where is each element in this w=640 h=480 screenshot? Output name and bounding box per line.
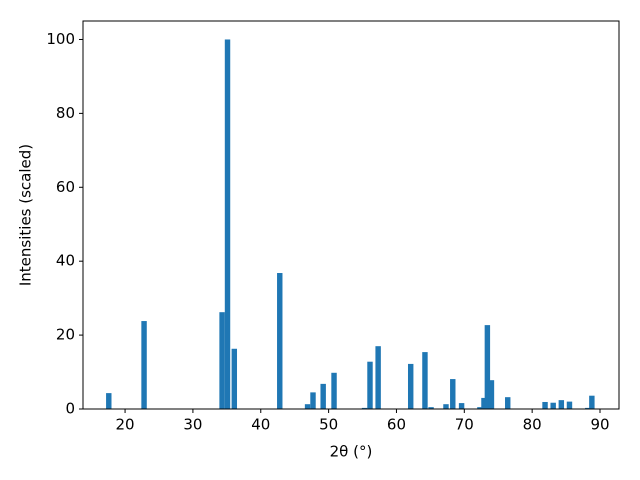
bar bbox=[231, 348, 238, 409]
bar bbox=[331, 372, 337, 409]
bar bbox=[550, 402, 556, 409]
bar bbox=[542, 401, 548, 409]
x-tick-label: 90 bbox=[590, 416, 609, 434]
y-tick-label: 20 bbox=[56, 326, 75, 344]
bar bbox=[320, 383, 326, 409]
y-tick-label: 0 bbox=[65, 400, 75, 418]
x-tick-label: 30 bbox=[183, 416, 202, 434]
y-axis-label: Intensities (scaled) bbox=[17, 144, 35, 286]
x-tick-label: 40 bbox=[251, 416, 270, 434]
bar bbox=[589, 395, 595, 409]
bar bbox=[477, 407, 483, 409]
bar bbox=[224, 39, 231, 409]
bar bbox=[407, 363, 414, 409]
bar bbox=[585, 407, 591, 409]
bar bbox=[481, 397, 487, 409]
x-tick-label: 50 bbox=[319, 416, 338, 434]
bar bbox=[361, 407, 368, 409]
bar bbox=[488, 380, 495, 409]
bar bbox=[277, 273, 283, 409]
bar bbox=[566, 401, 573, 409]
bar bbox=[422, 352, 428, 409]
x-tick-label: 80 bbox=[523, 416, 542, 434]
plot-frame bbox=[82, 20, 620, 410]
x-tick-label: 70 bbox=[455, 416, 474, 434]
bar bbox=[304, 404, 311, 409]
x-tick-label: 60 bbox=[387, 416, 406, 434]
x-tick-label: 20 bbox=[116, 416, 135, 434]
bar bbox=[505, 397, 511, 409]
bar bbox=[219, 312, 225, 409]
bar bbox=[310, 392, 316, 409]
bar bbox=[484, 325, 491, 409]
bar bbox=[443, 404, 449, 409]
bar bbox=[558, 400, 565, 409]
bar bbox=[367, 361, 373, 409]
y-tick-label: 60 bbox=[56, 178, 75, 196]
x-axis-label: 2θ (°) bbox=[330, 443, 373, 461]
y-tick-label: 40 bbox=[56, 252, 75, 270]
bar bbox=[428, 407, 434, 409]
bar bbox=[458, 403, 465, 409]
bar bbox=[375, 346, 381, 409]
y-tick-label: 80 bbox=[56, 104, 75, 122]
bar bbox=[106, 393, 112, 409]
bar bbox=[141, 321, 147, 409]
y-tick-label: 100 bbox=[46, 30, 75, 48]
bar bbox=[450, 379, 456, 409]
